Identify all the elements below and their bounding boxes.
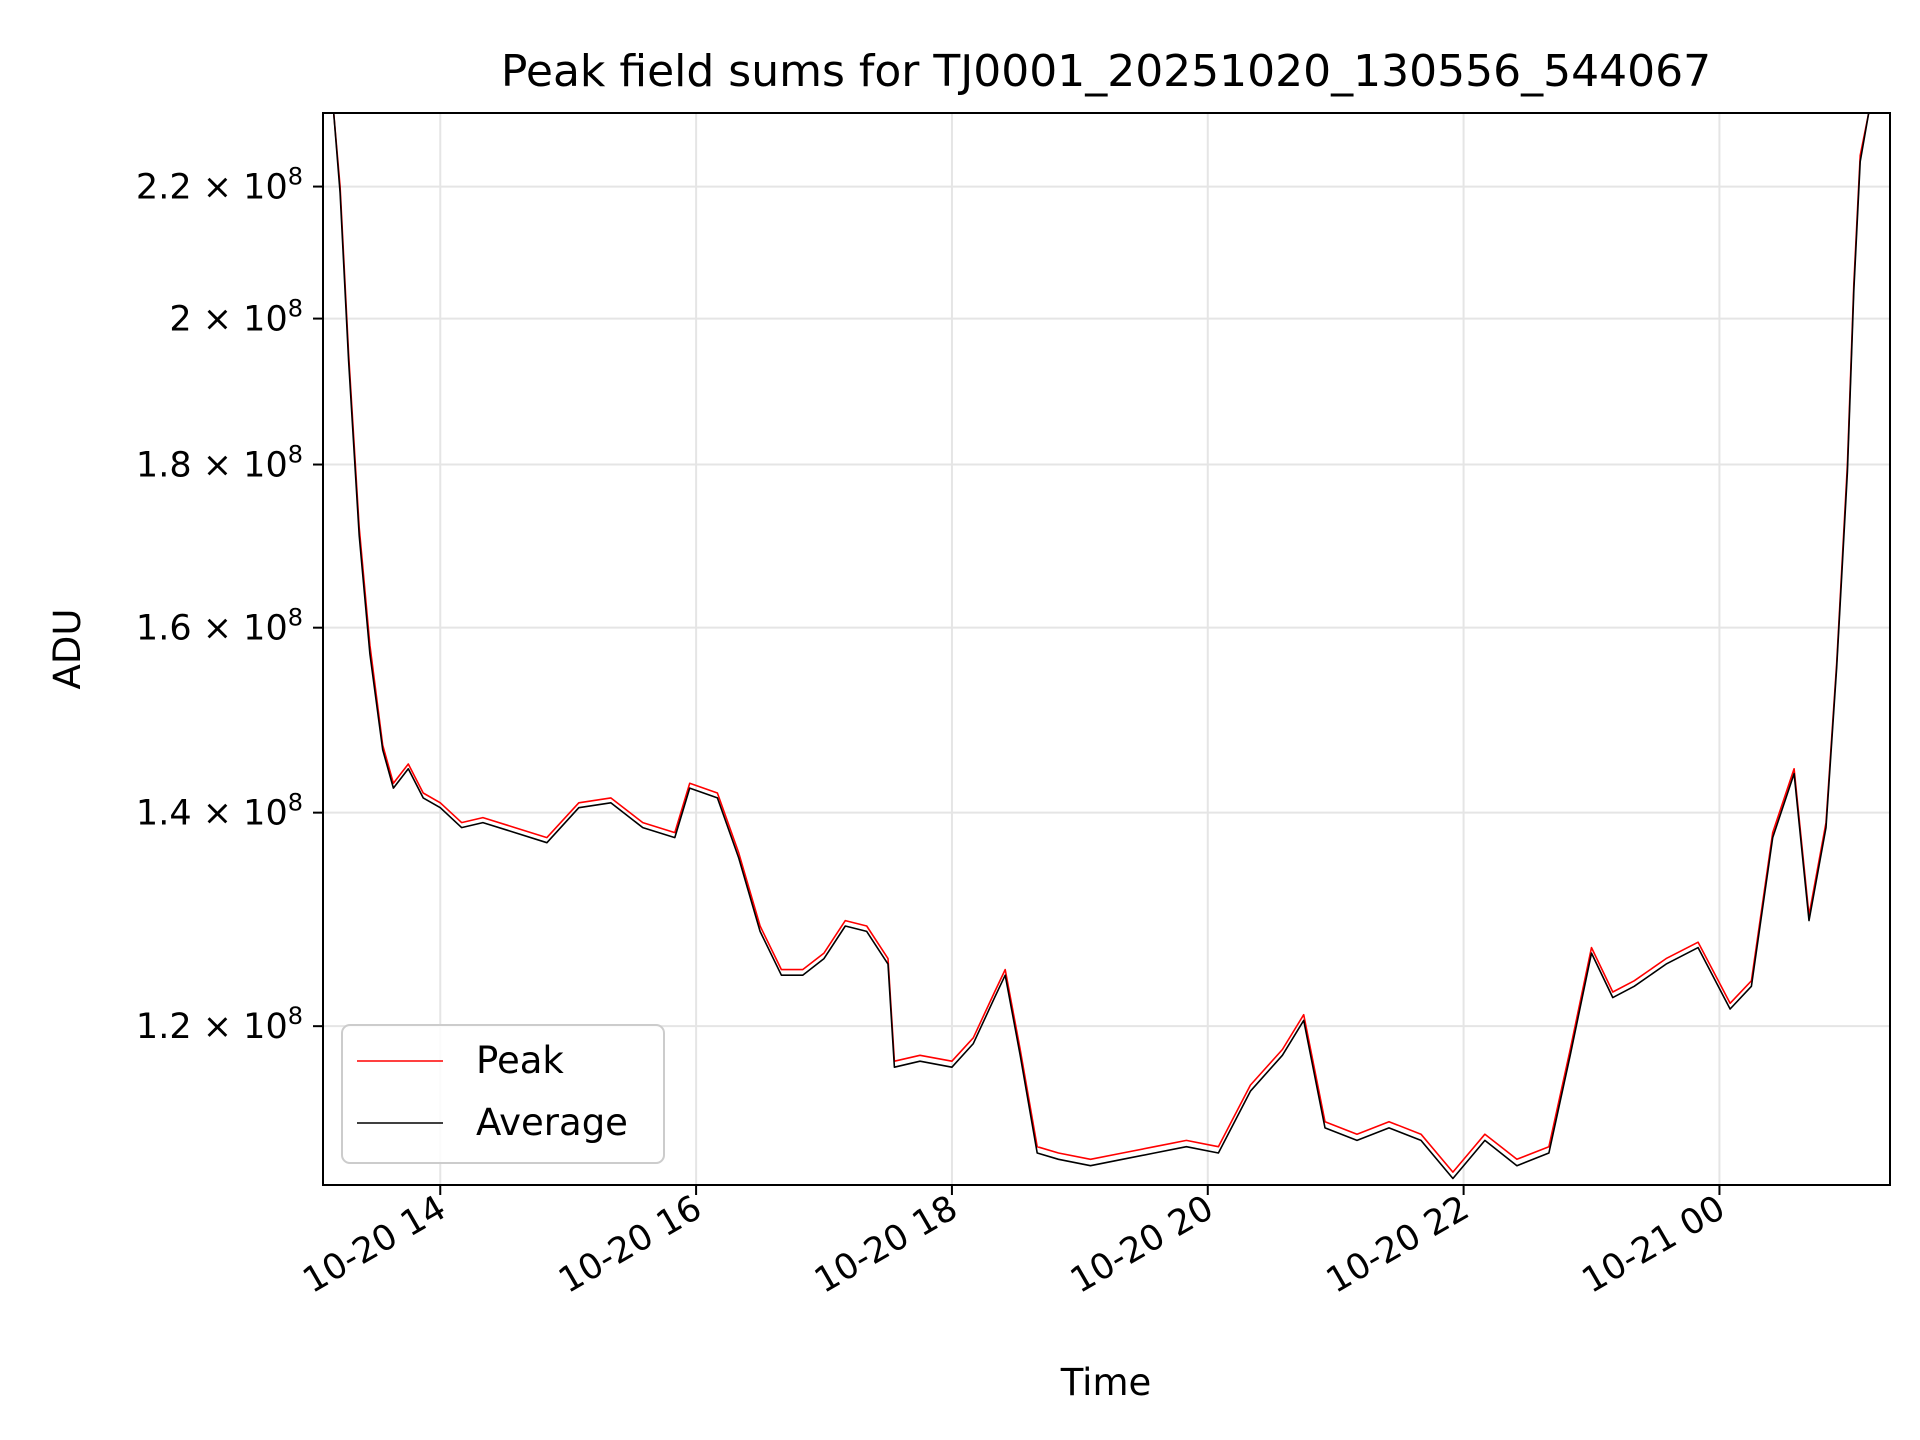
y-tick-label: 1.6 × 108 bbox=[136, 604, 303, 649]
legend-label-average: Average bbox=[476, 1101, 628, 1144]
y-tick-label: 1.8 × 108 bbox=[136, 441, 303, 486]
legend-label-peak: Peak bbox=[476, 1039, 564, 1082]
chart-title: Peak field sums for TJ0001_20251020_1305… bbox=[501, 46, 1711, 97]
grid-lines bbox=[323, 113, 1890, 1185]
y-tick-label: 2 × 108 bbox=[169, 295, 303, 340]
x-axis-label: Time bbox=[1060, 1361, 1152, 1404]
legend-box bbox=[341, 1024, 665, 1164]
legend: Peak Average bbox=[341, 1024, 665, 1164]
series-layer bbox=[332, 113, 1880, 1180]
plot-frame bbox=[322, 112, 1891, 1186]
series-line-average bbox=[332, 113, 1880, 1180]
y-tick-label: 1.2 × 108 bbox=[136, 1002, 303, 1047]
y-axis-ticks: 1.2 × 108 1.4 × 108 1.6 × 108 1.8 × 108 2 × … bbox=[136, 163, 323, 1047]
y-tick-label: 1.4 × 108 bbox=[136, 789, 303, 834]
series-line-peak bbox=[332, 113, 1880, 1173]
y-axis-label: ADU bbox=[46, 609, 89, 690]
y-tick-label: 2.2 × 108 bbox=[136, 163, 303, 208]
